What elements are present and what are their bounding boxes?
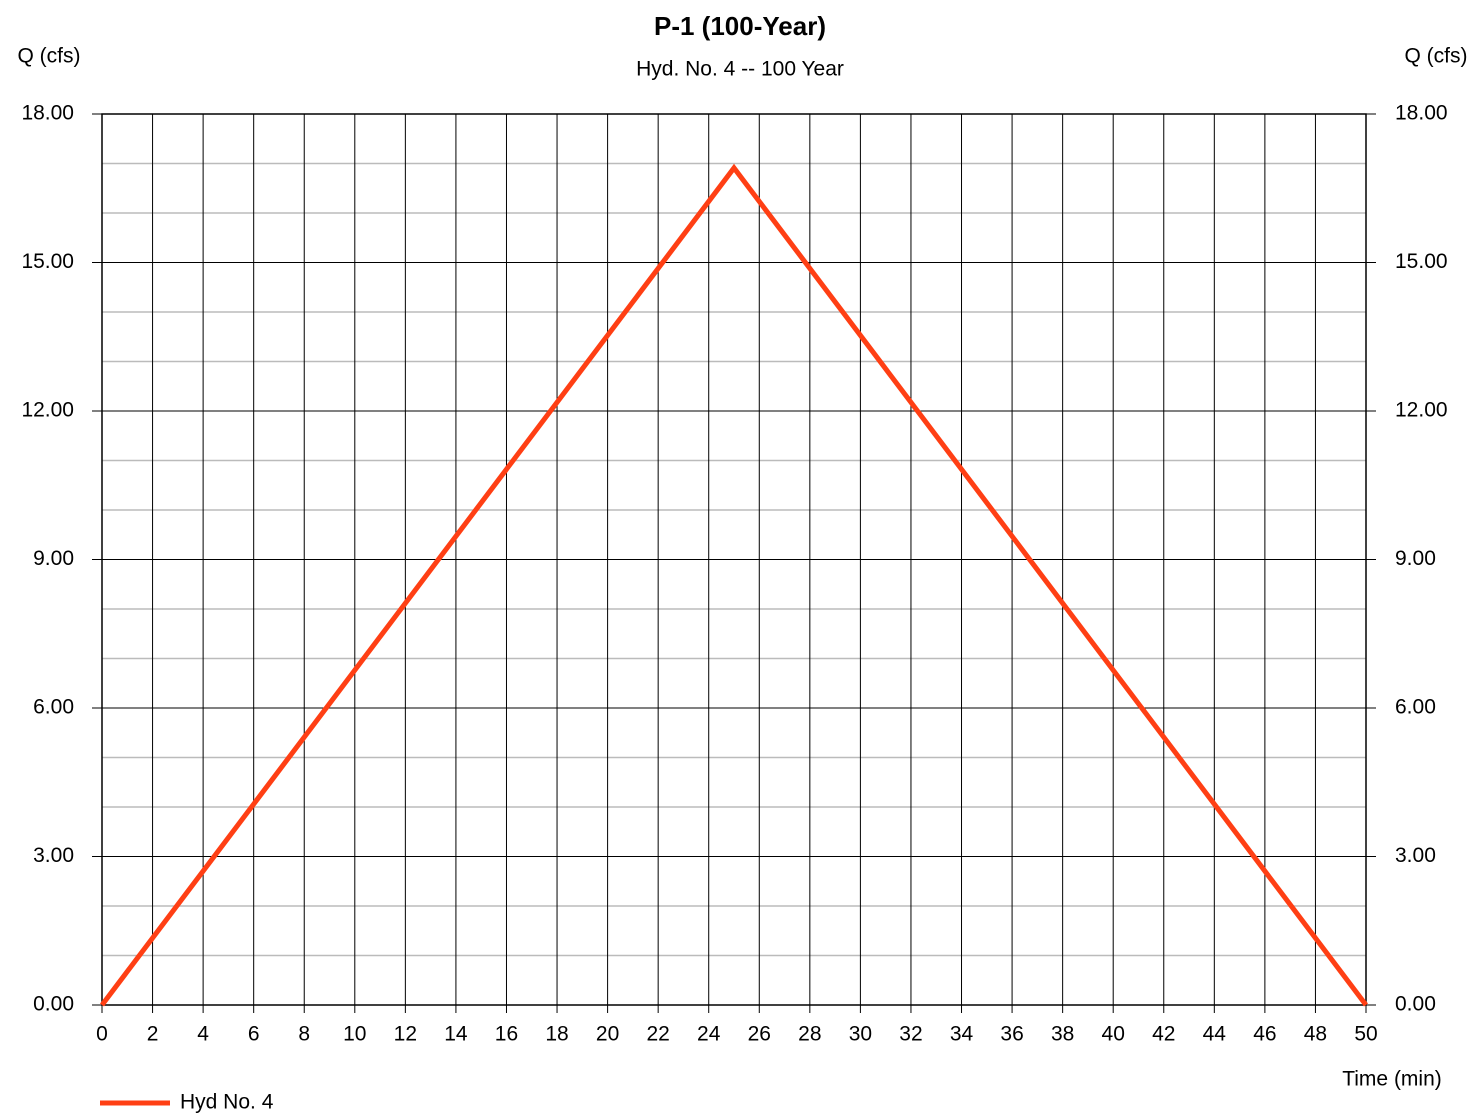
x-tick-label: 2 [147, 1023, 159, 1046]
x-tick-label: 46 [1253, 1023, 1276, 1046]
x-tick-label: 34 [950, 1023, 974, 1046]
x-tick-label: 18 [545, 1023, 568, 1046]
x-tick-label: 40 [1102, 1023, 1125, 1046]
y2-tick-label: 6.00 [1395, 696, 1436, 719]
plot-frame [101, 113, 1367, 1006]
y2-tick-label: 9.00 [1395, 547, 1436, 570]
x-tick-label: 20 [596, 1023, 619, 1046]
y-tick-label: 0.00 [33, 993, 74, 1016]
chart-title: P-1 (100-Year) [654, 11, 826, 41]
y-tick-label: 6.00 [33, 696, 74, 719]
y-axis-label: Q (cfs) [18, 45, 81, 68]
x-tick-label: 24 [697, 1023, 721, 1046]
x-tick-label: 36 [1000, 1023, 1023, 1046]
x-tick-label: 12 [394, 1023, 417, 1046]
y-tick-label: 9.00 [33, 547, 74, 570]
x-axis-label: Time (min) [1342, 1068, 1442, 1091]
chart-subtitle: Hyd. No. 4 -- 100 Year [636, 58, 844, 81]
legend-label: Hyd No. 4 [180, 1091, 274, 1114]
series-line [100, 163, 1368, 1007]
x-tick-label: 26 [748, 1023, 771, 1046]
x-tick-label: 50 [1354, 1023, 1377, 1046]
y2-axis-label: Q (cfs) [1405, 45, 1468, 68]
x-tick-label: 4 [197, 1023, 209, 1046]
x-tick-label: 6 [248, 1023, 260, 1046]
x-tick-label: 14 [444, 1023, 468, 1046]
y-tick-label: 18.00 [21, 102, 74, 125]
x-tick-label: 30 [849, 1023, 872, 1046]
y-tick-label: 3.00 [33, 844, 74, 867]
x-tick-label: 38 [1051, 1023, 1074, 1046]
y2-tick-label: 15.00 [1395, 250, 1448, 273]
x-tick-label: 8 [298, 1023, 310, 1046]
x-tick-label: 44 [1203, 1023, 1227, 1046]
x-tick-label: 28 [798, 1023, 821, 1046]
y-tick-label: 12.00 [21, 399, 74, 422]
x-tick-label: 10 [343, 1023, 366, 1046]
y2-tick-label: 3.00 [1395, 844, 1436, 867]
y2-tick-label: 18.00 [1395, 102, 1448, 125]
y2-tick-label: 0.00 [1395, 993, 1436, 1016]
x-tick-label: 42 [1152, 1023, 1175, 1046]
x-tick-label: 32 [899, 1023, 922, 1046]
y-tick-label: 15.00 [21, 250, 74, 273]
x-tick-label: 0 [96, 1023, 108, 1046]
y2-tick-label: 12.00 [1395, 399, 1448, 422]
x-tick-label: 22 [646, 1023, 669, 1046]
x-tick-label: 48 [1304, 1023, 1327, 1046]
x-tick-label: 16 [495, 1023, 518, 1046]
